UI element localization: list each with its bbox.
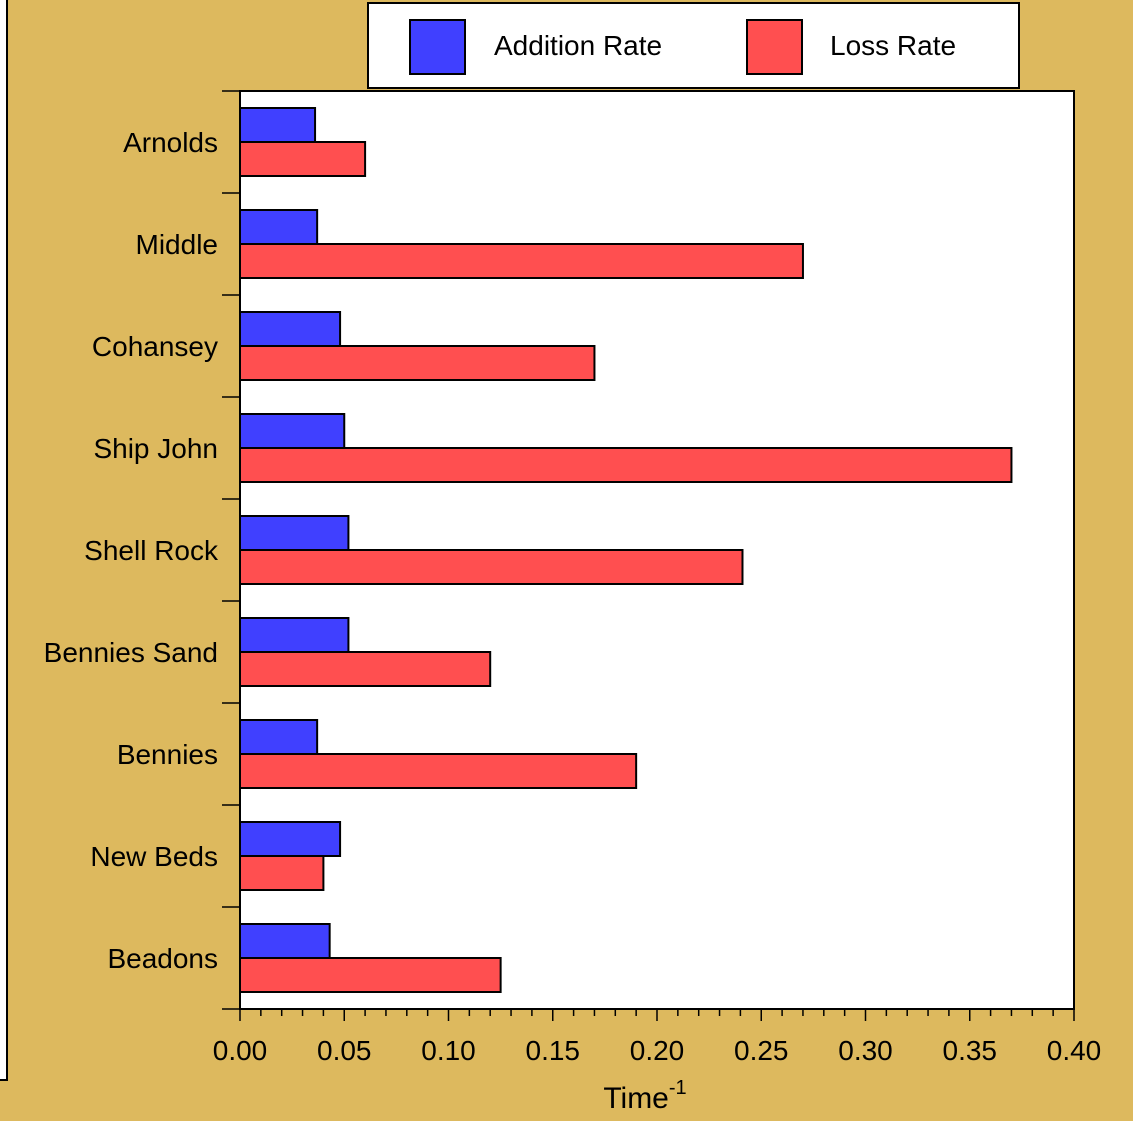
x-tick-label: 0.10 <box>421 1035 476 1066</box>
bar-bennies-loss-rate <box>239 753 638 789</box>
y-tick-label: Ship John <box>93 433 218 464</box>
x-axis-label-superscript: -1 <box>669 1077 687 1099</box>
legend-label-addition-rate: Addition Rate <box>494 30 662 61</box>
x-tick-label: 0.05 <box>317 1035 372 1066</box>
bar-arnolds-addition-rate <box>239 107 317 143</box>
bar-middle-loss-rate <box>239 243 804 279</box>
y-tick-label: Shell Rock <box>84 535 219 566</box>
x-tick-label: 0.20 <box>630 1035 685 1066</box>
x-tick-label: 0.30 <box>838 1035 893 1066</box>
bar-beadons-addition-rate <box>239 923 331 959</box>
bar-ship-john-addition-rate <box>239 413 346 449</box>
legend-label-loss-rate: Loss Rate <box>830 30 956 61</box>
legend-box <box>367 2 1020 89</box>
y-tick-label: New Beds <box>90 841 218 872</box>
y-tick-label: Bennies Sand <box>44 637 218 668</box>
left-panel-edge <box>0 0 8 1081</box>
bar-middle-addition-rate <box>239 209 319 245</box>
bar-cohansey-addition-rate <box>239 311 342 347</box>
x-axis-label-text: Time <box>603 1082 669 1115</box>
x-tick-label: 0.15 <box>526 1035 581 1066</box>
legend-swatch-loss-rate <box>746 19 803 75</box>
bar-beadons-loss-rate <box>239 957 502 993</box>
y-tick-label: Middle <box>136 229 218 260</box>
bar-new-beds-loss-rate <box>239 855 325 891</box>
bar-bennies-sand-loss-rate <box>239 651 492 687</box>
bar-shell-rock-loss-rate <box>239 549 744 585</box>
legend-swatch-addition-rate <box>409 19 466 75</box>
x-axis: 0.00 0.05 0.10 0.15 0.20 0.25 0.30 0.35 0.40 <box>213 1009 1102 1066</box>
x-tick-label: 0.00 <box>213 1035 268 1066</box>
bar-new-beds-addition-rate <box>239 821 342 857</box>
y-axis: Arnolds Middle Cohansey Ship John Shell Rock… <box>44 90 240 1010</box>
bar-cohansey-loss-rate <box>239 345 596 381</box>
y-tick-label: Arnolds <box>123 127 218 158</box>
bar-bennies-sand-addition-rate <box>239 617 350 653</box>
bar-bennies-addition-rate <box>239 719 319 755</box>
bar-arnolds-loss-rate <box>239 141 367 177</box>
x-tick-label: 0.35 <box>943 1035 998 1066</box>
y-tick-label: Cohansey <box>92 331 218 362</box>
x-tick-label: 0.40 <box>1047 1035 1102 1066</box>
x-tick-label: 0.25 <box>734 1035 789 1066</box>
bar-ship-john-loss-rate <box>239 447 1013 483</box>
y-tick-label: Beadons <box>107 943 218 974</box>
x-axis-label: Time-1 <box>603 1077 686 1115</box>
y-tick-label: Bennies <box>117 739 218 770</box>
bars-group <box>239 107 1013 993</box>
bar-shell-rock-addition-rate <box>239 515 350 551</box>
legend: Addition Rate Loss Rate <box>367 2 1020 89</box>
